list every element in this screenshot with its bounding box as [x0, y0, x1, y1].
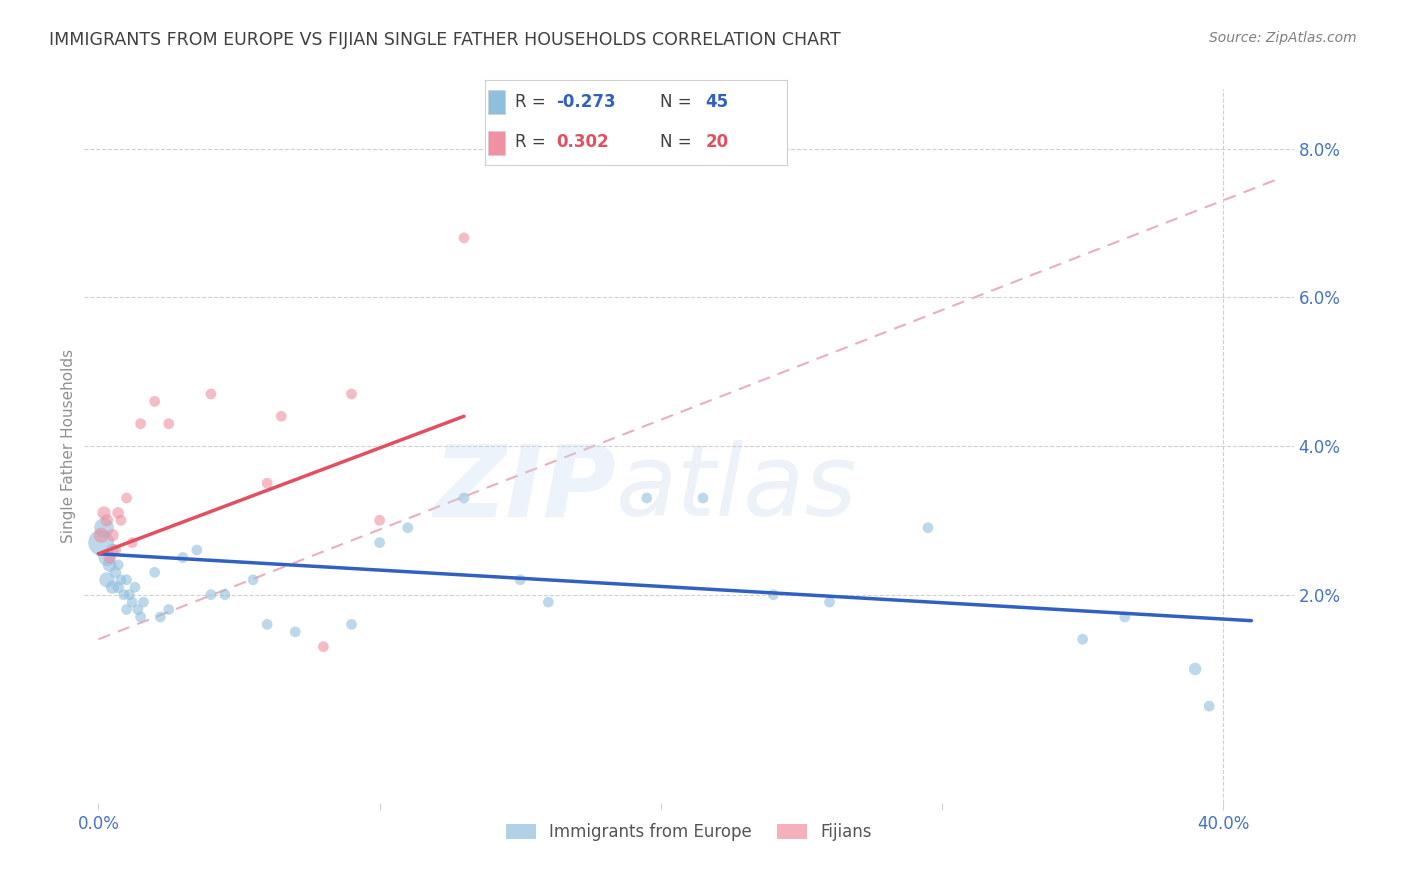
- Point: [121, 535, 143, 549]
- Point: [96, 550, 118, 565]
- Point: [93, 521, 115, 535]
- Point: [104, 543, 127, 558]
- Point: [1114, 610, 1136, 624]
- Point: [1071, 632, 1094, 647]
- Point: [1184, 662, 1206, 676]
- Point: [124, 580, 146, 594]
- Text: IMMIGRANTS FROM EUROPE VS FIJIAN SINGLE FATHER HOUSEHOLDS CORRELATION CHART: IMMIGRANTS FROM EUROPE VS FIJIAN SINGLE …: [49, 31, 841, 49]
- Point: [368, 513, 391, 527]
- Point: [157, 602, 180, 616]
- Point: [818, 595, 841, 609]
- Point: [692, 491, 714, 505]
- Point: [917, 521, 939, 535]
- Point: [110, 573, 132, 587]
- Point: [256, 476, 278, 491]
- Text: Source: ZipAtlas.com: Source: ZipAtlas.com: [1209, 31, 1357, 45]
- Point: [115, 573, 138, 587]
- Point: [256, 617, 278, 632]
- Point: [453, 491, 475, 505]
- Point: [537, 595, 560, 609]
- Point: [96, 573, 118, 587]
- Point: [129, 610, 152, 624]
- Point: [129, 417, 152, 431]
- Point: [107, 558, 129, 572]
- Bar: [488, 90, 505, 114]
- Point: [101, 543, 124, 558]
- Point: [453, 231, 475, 245]
- Text: 45: 45: [706, 93, 728, 111]
- Point: [143, 566, 166, 580]
- Point: [270, 409, 292, 424]
- Point: [340, 387, 363, 401]
- Point: [200, 588, 222, 602]
- Legend: Immigrants from Europe, Fijians: Immigrants from Europe, Fijians: [499, 817, 879, 848]
- Point: [98, 558, 121, 572]
- Text: -0.273: -0.273: [557, 93, 616, 111]
- Text: N =: N =: [661, 93, 697, 111]
- Point: [172, 550, 194, 565]
- Point: [186, 543, 208, 558]
- Point: [101, 528, 124, 542]
- Point: [396, 521, 419, 535]
- Point: [762, 588, 785, 602]
- Point: [98, 550, 121, 565]
- Point: [121, 595, 143, 609]
- Point: [214, 588, 236, 602]
- Text: N =: N =: [661, 133, 697, 151]
- Text: atlas: atlas: [616, 441, 858, 537]
- Text: R =: R =: [515, 133, 557, 151]
- Point: [1198, 699, 1220, 714]
- Point: [115, 491, 138, 505]
- Point: [112, 588, 135, 602]
- Point: [127, 602, 149, 616]
- Point: [509, 573, 531, 587]
- Text: 0.302: 0.302: [557, 133, 609, 151]
- Point: [340, 617, 363, 632]
- Y-axis label: Single Father Households: Single Father Households: [60, 349, 76, 543]
- Point: [284, 624, 307, 639]
- Point: [107, 506, 129, 520]
- Point: [118, 588, 141, 602]
- Point: [90, 528, 112, 542]
- Bar: [488, 131, 505, 155]
- Text: ZIP: ZIP: [433, 441, 616, 537]
- Point: [90, 535, 112, 549]
- Text: R =: R =: [515, 93, 551, 111]
- Point: [132, 595, 155, 609]
- Point: [101, 580, 124, 594]
- Point: [312, 640, 335, 654]
- Point: [93, 506, 115, 520]
- Point: [107, 580, 129, 594]
- Point: [200, 387, 222, 401]
- Point: [242, 573, 264, 587]
- Point: [149, 610, 172, 624]
- Point: [104, 566, 127, 580]
- Point: [110, 513, 132, 527]
- Point: [96, 513, 118, 527]
- Point: [115, 602, 138, 616]
- Point: [157, 417, 180, 431]
- Point: [636, 491, 658, 505]
- Text: 20: 20: [706, 133, 728, 151]
- Point: [368, 535, 391, 549]
- Point: [143, 394, 166, 409]
